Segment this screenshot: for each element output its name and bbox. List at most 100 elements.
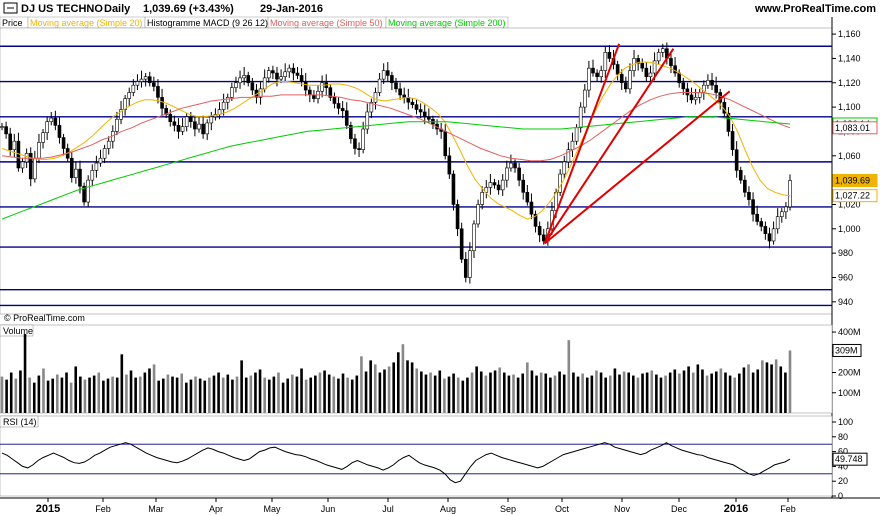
volume-bar <box>742 367 746 413</box>
volume-bar <box>120 354 124 413</box>
x-tick-label: Nov <box>614 504 631 514</box>
volume-bar <box>429 372 432 413</box>
price-bar-body <box>574 127 579 142</box>
volume-bar <box>765 362 769 413</box>
price-bar-body <box>771 228 776 242</box>
price-tick-label: 1,100 <box>838 102 861 112</box>
last-value-label: 1,083.01 <box>835 123 870 133</box>
volume-bar <box>691 372 695 413</box>
volume-bar <box>627 372 631 413</box>
price-bar-body <box>188 116 193 123</box>
volume-bar <box>392 362 395 413</box>
price-bar-body <box>283 71 287 77</box>
price-bar-body <box>480 191 484 205</box>
volume-bar <box>32 382 36 413</box>
chart-header: DJ US TECHNO Daily 1,039.69 (+3.43%) 29-… <box>3 2 876 15</box>
price-bar-body <box>463 258 468 278</box>
price-bar-body <box>205 122 210 135</box>
rsi-tick-label: 80 <box>838 432 848 442</box>
rsi-tick-label: 40 <box>838 461 848 471</box>
volume-bar <box>498 367 501 413</box>
price-bar-body <box>427 116 431 120</box>
price-bar-body <box>743 179 747 193</box>
price-bar-body <box>234 82 238 88</box>
volume-bar <box>69 382 73 413</box>
x-tick-label: Sep <box>500 504 516 514</box>
volume-bar <box>636 377 640 413</box>
price-bar-body <box>685 88 690 96</box>
rsi-series <box>0 442 832 484</box>
watermark: © ProRealTime.com <box>4 313 85 323</box>
price-tick-label: 1,140 <box>838 53 861 63</box>
volume-bar <box>5 379 8 413</box>
price-bar-body <box>710 80 714 86</box>
volume-bar <box>544 373 548 413</box>
volume-bar <box>42 368 45 413</box>
price-bar-body <box>353 138 357 149</box>
price-bar-body <box>230 87 234 98</box>
volume-bar <box>309 377 313 413</box>
volume-bar <box>788 350 792 413</box>
price-bar-body <box>308 89 312 96</box>
price-bar-body <box>656 52 661 62</box>
price-bar-body <box>90 170 95 181</box>
price-bar-body <box>49 117 54 123</box>
price-bar-body <box>681 82 686 90</box>
volume-bar <box>203 380 207 413</box>
price-bar-body <box>472 223 476 252</box>
site-label[interactable]: www.ProRealTime.com <box>754 3 876 15</box>
volume-bar <box>364 371 368 413</box>
volume-bar <box>466 377 469 413</box>
price-bar-body <box>8 133 13 151</box>
price-bar-body <box>201 123 205 135</box>
rsi-last-label: 49.748 <box>835 454 863 464</box>
volume-bar <box>277 372 280 413</box>
price-bar-body <box>587 67 591 91</box>
volume-bar <box>300 368 303 413</box>
volume-bar <box>221 377 225 413</box>
volume-bar <box>244 377 248 413</box>
volume-tick-label: 200M <box>838 368 861 378</box>
price-bar-body <box>143 76 148 80</box>
volume-bar <box>608 375 612 413</box>
price-bar-body <box>414 104 419 110</box>
price-bar-body <box>365 111 370 130</box>
volume-bar <box>433 375 437 413</box>
collapse-icon[interactable] <box>3 2 18 14</box>
volume-bar <box>115 377 119 413</box>
volume-bar <box>254 372 257 413</box>
price-bar-body <box>751 199 755 215</box>
volume-bar <box>148 368 151 413</box>
price-bar-body <box>505 167 509 181</box>
volume-bar <box>678 373 681 413</box>
volume-bar <box>198 378 202 413</box>
price-bar-body <box>320 82 324 92</box>
volume-bar <box>102 380 105 413</box>
volume-axis: 400M300M200M100M <box>832 327 861 398</box>
price-bar-body <box>525 191 530 203</box>
volume-bar <box>60 377 64 413</box>
volume-bar <box>724 372 727 413</box>
period-label: Daily <box>104 3 131 15</box>
volume-bar <box>23 334 27 413</box>
volume-bar <box>217 372 220 413</box>
moving-average-line <box>1 92 791 162</box>
price-bar-body <box>734 149 739 171</box>
volume-bar <box>97 372 101 413</box>
price-bar-body <box>86 179 90 203</box>
price-bar-body <box>33 157 37 180</box>
volume-bar <box>92 375 96 413</box>
volume-bar <box>774 359 778 413</box>
price-bar-body <box>266 70 271 79</box>
volume-bar <box>479 371 483 413</box>
price-bar-body <box>106 140 111 149</box>
price-bar-body <box>250 82 255 91</box>
volume-bar <box>14 378 18 413</box>
price-bar-body <box>279 76 283 80</box>
volume-bar <box>263 377 266 413</box>
rsi-last-label: 49.748 <box>832 452 868 466</box>
volume-bar <box>572 372 575 413</box>
volume-bar <box>65 372 68 413</box>
price-bar-body <box>541 234 546 242</box>
last-value-label: 1,039.69 <box>835 176 870 186</box>
